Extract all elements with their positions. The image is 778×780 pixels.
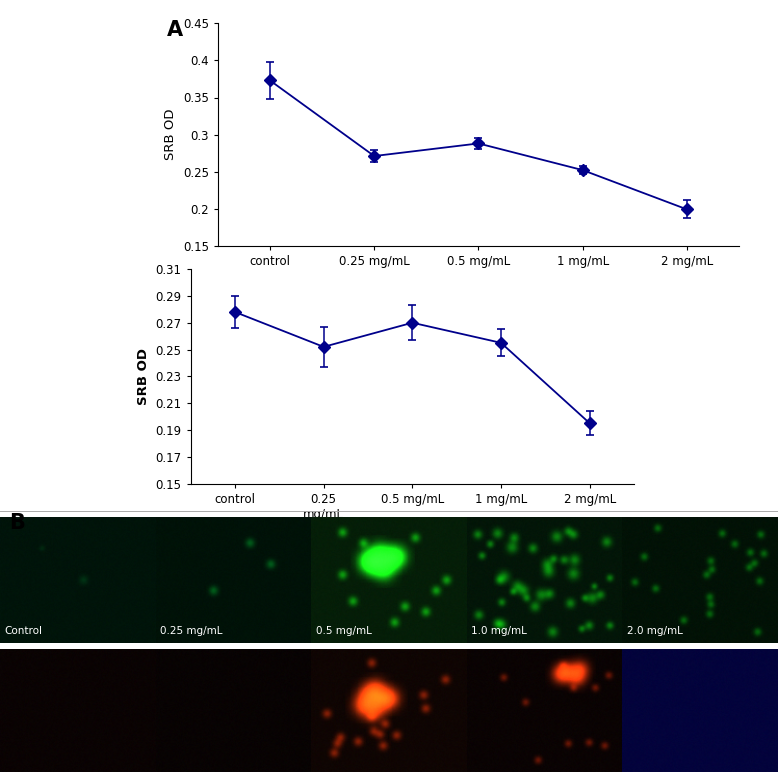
Text: 0.25 mg/mL: 0.25 mg/mL (160, 626, 223, 636)
X-axis label: ICG concentration: ICG concentration (342, 526, 482, 541)
X-axis label: ICG concentration: ICG concentration (419, 273, 538, 286)
Text: B: B (9, 513, 25, 534)
Text: Control: Control (5, 626, 43, 636)
Text: 1.0 mg/mL: 1.0 mg/mL (471, 626, 527, 636)
Y-axis label: SRB OD: SRB OD (164, 108, 177, 161)
Text: 0.5 mg/mL: 0.5 mg/mL (316, 626, 372, 636)
Text: 2.0 mg/mL: 2.0 mg/mL (627, 626, 683, 636)
Y-axis label: SRB OD: SRB OD (137, 348, 150, 405)
Text: A: A (167, 20, 184, 40)
